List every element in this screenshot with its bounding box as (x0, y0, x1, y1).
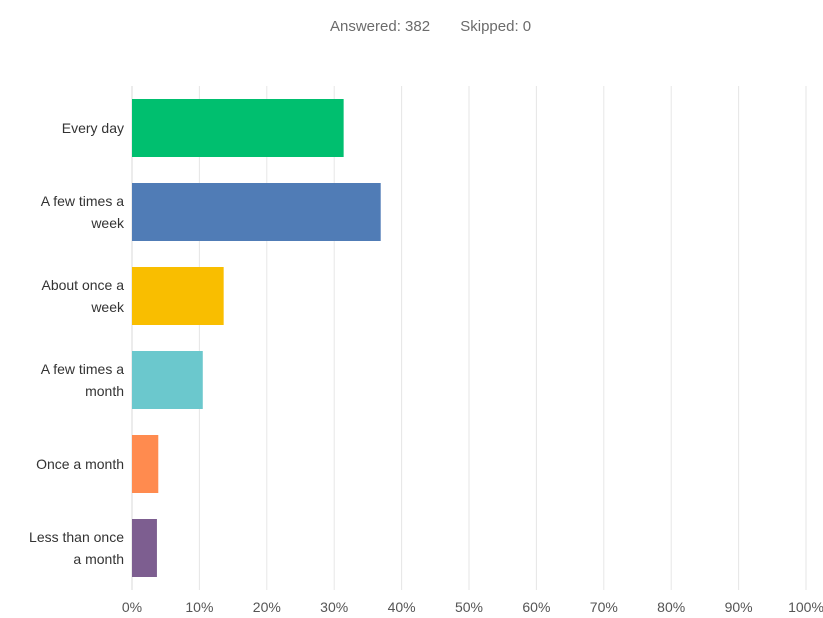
bar (132, 519, 157, 577)
x-tick-label: 10% (185, 599, 213, 615)
category-label: Less than once (29, 529, 124, 545)
category-label: Once a month (36, 456, 124, 472)
x-tick-label: 30% (320, 599, 348, 615)
x-tick-labels: 0% 10% 20% 30% 40% 50% 60% 70% 80% 90% 100% (122, 599, 823, 615)
x-tick-label: 0% (122, 599, 142, 615)
category-label: month (85, 383, 124, 399)
category-labels: Every day A few times a week About once a we… (29, 120, 125, 567)
bar (132, 351, 203, 409)
bar (132, 435, 159, 493)
x-tick-label: 90% (725, 599, 753, 615)
bar (132, 267, 224, 325)
bars (132, 99, 381, 577)
bar (132, 183, 381, 241)
x-tick-label: 20% (253, 599, 281, 615)
answered-count: Answered: 382 (330, 18, 431, 35)
bar (132, 99, 344, 157)
grid-lines (131, 86, 807, 590)
category-label: a month (73, 551, 124, 567)
skipped-count: Skipped: 0 (460, 18, 532, 35)
x-tick-label: 40% (388, 599, 416, 615)
x-tick-label: 70% (590, 599, 618, 615)
x-tick-label: 50% (455, 599, 483, 615)
category-label: A few times a (41, 193, 124, 209)
x-tick-label: 60% (522, 599, 550, 615)
category-label: Every day (62, 120, 124, 136)
category-label: About once a (41, 277, 124, 293)
x-tick-label: 100% (788, 599, 823, 615)
x-tick-label: 80% (657, 599, 685, 615)
category-label: week (90, 215, 125, 231)
category-label: A few times a (41, 361, 124, 377)
response-summary: Answered: 382 Skipped: 0 (330, 18, 531, 35)
category-label: week (90, 299, 125, 315)
